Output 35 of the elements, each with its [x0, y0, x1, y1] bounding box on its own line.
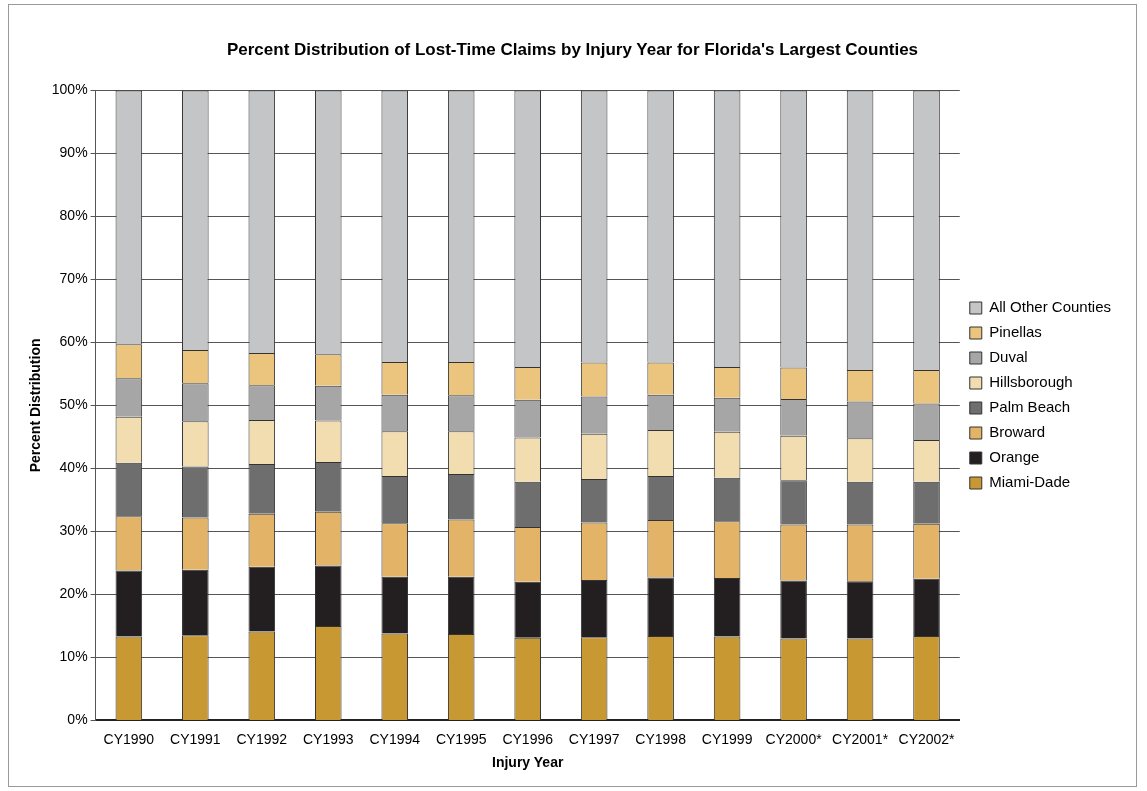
x-tick-label: CY1995 [435, 730, 487, 747]
y-tick-label: 80% [59, 207, 88, 224]
y-tick-label: 0% [67, 711, 88, 728]
legend-label: Orange [989, 448, 1040, 466]
x-tick-label: CY1991 [170, 730, 221, 747]
legend-label: Palm Beach [989, 398, 1071, 416]
legend-label: Duval [989, 348, 1028, 366]
legend-label: Broward [989, 423, 1046, 441]
x-axis-title: Injury Year [492, 754, 564, 771]
y-tick-label: 20% [59, 585, 88, 602]
chart-title: Percent Distribution of Lost-Time Claims by Injury Year for Florida's Largest Counties [226, 39, 919, 59]
x-tick-label: CY1990 [103, 730, 155, 747]
y-tick-label: 30% [59, 522, 88, 539]
legend-label: Miami-Dade [989, 473, 1071, 491]
legend-label: Pinellas [989, 323, 1042, 341]
legend-label: Hillsborough [989, 373, 1073, 391]
y-axis-title: Percent Distribution [27, 338, 44, 473]
x-tick-label: CY1999 [701, 730, 753, 747]
x-tick-label: CY2000* [765, 730, 823, 747]
x-tick-label: CY1996 [502, 730, 554, 747]
y-tick-label: 100% [51, 81, 88, 98]
y-tick-label: 60% [59, 333, 88, 350]
y-tick-label: 10% [59, 648, 88, 665]
y-tick-label: 50% [59, 396, 88, 413]
x-tick-label: CY1992 [236, 730, 288, 747]
x-tick-label: CY2001* [832, 730, 889, 747]
x-tick-label: CY1998 [635, 730, 687, 747]
y-tick-label: 90% [59, 144, 88, 161]
x-tick-label: CY1997 [568, 730, 620, 747]
legend-label: All Other Counties [989, 298, 1112, 316]
x-tick-label: CY1994 [369, 730, 421, 747]
x-tick-label: CY2002* [898, 730, 956, 747]
y-tick-label: 70% [59, 270, 88, 287]
x-tick-label: CY1993 [302, 730, 354, 747]
y-tick-label: 40% [59, 459, 88, 476]
